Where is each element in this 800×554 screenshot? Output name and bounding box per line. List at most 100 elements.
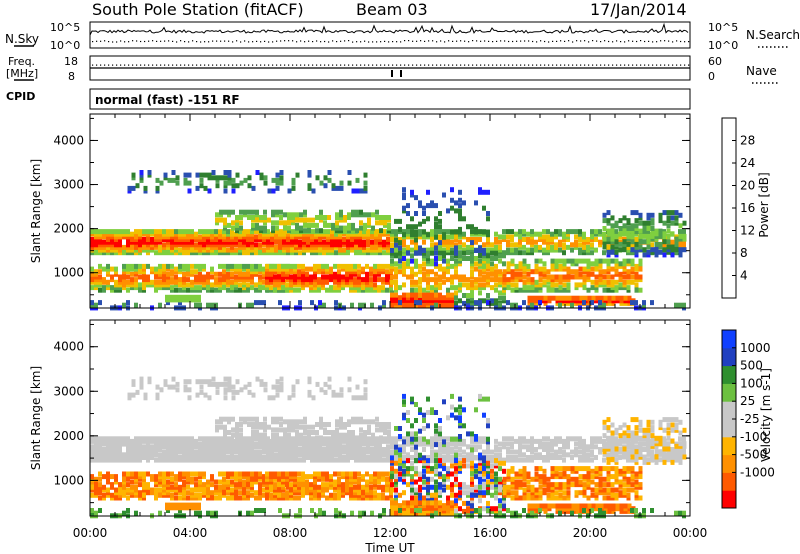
velocity-cell — [315, 381, 320, 387]
power-cell — [297, 287, 301, 293]
power-cell — [418, 245, 422, 251]
power-cell — [94, 229, 98, 235]
power-cell — [510, 258, 515, 264]
power-cell — [222, 271, 226, 277]
velocity-cell — [378, 457, 382, 463]
power-cell — [277, 285, 281, 291]
power-cell — [331, 225, 335, 231]
velocity-cell — [307, 432, 311, 438]
power-cell — [410, 287, 414, 293]
power-cell — [402, 237, 406, 242]
power-cell — [283, 225, 287, 231]
power-cell — [251, 217, 255, 223]
power-cell — [102, 277, 106, 283]
power-cell — [289, 279, 293, 285]
velocity-cell — [383, 422, 387, 427]
power-cell — [478, 263, 482, 269]
power-cell — [646, 252, 651, 258]
power-cell — [194, 269, 198, 275]
power-cell — [466, 224, 470, 230]
power-cell — [210, 285, 214, 291]
power-cell — [514, 285, 519, 291]
velocity-cell — [302, 457, 306, 463]
power-cell — [265, 269, 269, 275]
noise-search-point — [180, 40, 182, 42]
power-cell — [646, 220, 651, 226]
power-cell — [454, 208, 458, 214]
power-cell — [502, 253, 506, 259]
power-cell — [294, 244, 298, 250]
noise-search-point — [596, 40, 598, 42]
power-cell — [506, 266, 511, 272]
power-cell — [442, 242, 446, 248]
velocity-cell — [322, 455, 326, 460]
power-cell — [321, 282, 325, 288]
velocity-cell — [314, 449, 318, 455]
power-cell — [218, 237, 222, 242]
velocity-cell — [367, 430, 371, 435]
power-cell — [339, 209, 343, 215]
power-cell — [554, 234, 558, 240]
power-cell — [587, 295, 592, 301]
power-cell — [494, 298, 498, 304]
noise-search-point — [132, 40, 134, 42]
power-cell — [506, 300, 510, 306]
power-cell — [470, 279, 474, 285]
power-cell — [377, 269, 381, 275]
velocity-cell — [214, 449, 218, 455]
power-cell — [378, 250, 382, 256]
power-cell — [275, 209, 279, 215]
power-cell — [325, 274, 329, 280]
power-cell — [642, 302, 646, 308]
power-cell — [638, 220, 643, 226]
power-cell — [266, 239, 270, 245]
power-cell — [270, 242, 274, 248]
power-cell — [482, 266, 486, 272]
power-cell — [567, 298, 572, 304]
velocity-cell — [250, 436, 254, 442]
velocity-cell — [446, 444, 450, 450]
velocity-cell — [234, 457, 238, 463]
power-cell — [126, 229, 130, 235]
power-cell — [554, 242, 558, 248]
power-cell — [603, 295, 608, 301]
velocity-cell — [231, 384, 236, 390]
power-cell — [610, 233, 615, 239]
velocity-cell — [626, 457, 630, 463]
noise-search-point — [620, 41, 622, 43]
power-cell — [374, 244, 378, 250]
velocity-cell — [214, 455, 218, 460]
power-cell — [446, 303, 450, 309]
velocity-cell — [110, 449, 114, 455]
power-cell — [170, 237, 174, 242]
power-cell — [310, 242, 314, 248]
velocity-cell — [554, 441, 558, 447]
power-cell — [214, 287, 218, 293]
power-cell — [90, 237, 94, 242]
velocity-cell — [374, 452, 378, 458]
power-cell — [355, 209, 359, 215]
power-cell — [206, 239, 210, 245]
power-cell — [242, 274, 246, 280]
power-cell — [227, 172, 232, 178]
power-cell — [518, 237, 522, 242]
velocity-cell — [326, 455, 330, 460]
velocity-cell — [606, 446, 611, 452]
power-cell — [234, 231, 238, 237]
power-cell — [206, 274, 210, 280]
velocity-cell — [650, 419, 655, 425]
power-cell — [638, 263, 643, 269]
power-cell — [325, 279, 329, 285]
velocity-cell — [338, 457, 342, 463]
power-cell — [394, 271, 398, 277]
nave-point — [624, 64, 626, 66]
power-cell — [299, 212, 303, 218]
velocity-cell — [282, 457, 286, 463]
velocity-cell — [318, 441, 322, 447]
velocity-cell — [235, 435, 239, 441]
velocity-cell — [354, 452, 358, 458]
power-cell — [290, 250, 294, 256]
velocity-cell — [182, 447, 186, 452]
velocity-cell — [106, 441, 110, 447]
velocity-cell — [351, 416, 355, 422]
